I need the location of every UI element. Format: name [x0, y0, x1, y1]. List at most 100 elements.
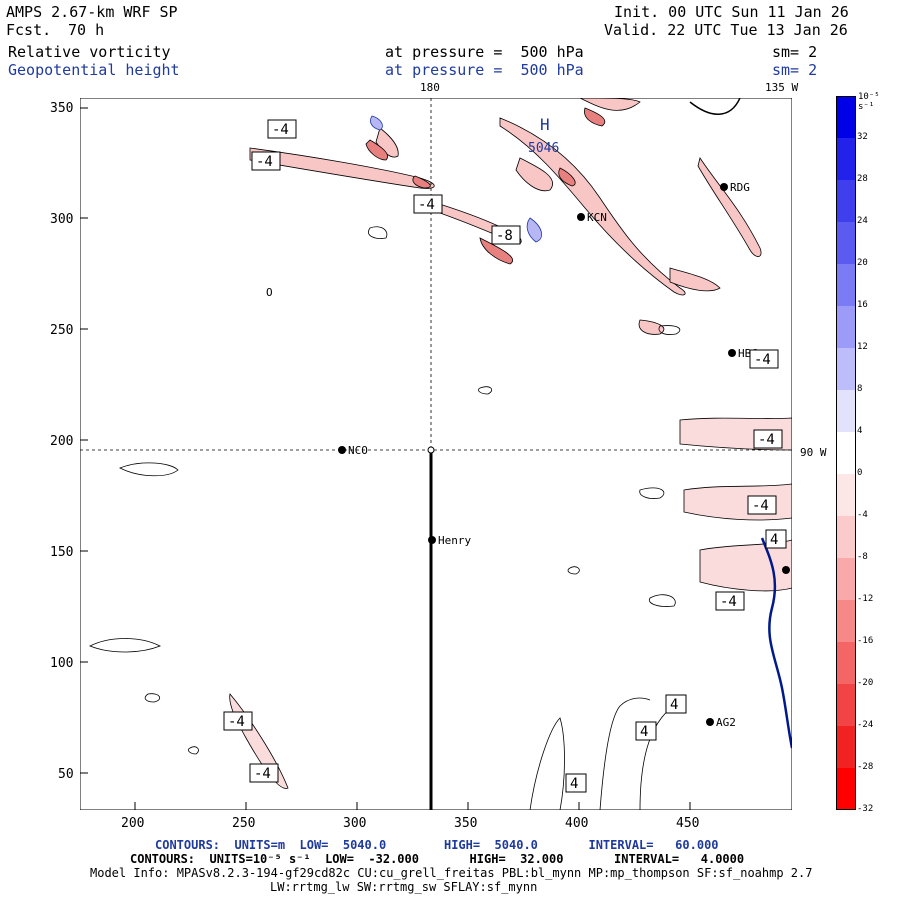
contour-label: 4 — [765, 529, 787, 549]
colorbar-cell — [836, 222, 856, 265]
colorbar-cell — [836, 600, 856, 643]
contour-label: -4 — [753, 429, 783, 449]
colorbar-label: 28 — [857, 174, 868, 184]
field-vorticity: Relative vorticity — [8, 43, 171, 61]
field-geopotential: Geopotential height — [8, 61, 180, 79]
x-tick-300: 300 — [343, 816, 367, 831]
svg-text:4: 4 — [640, 724, 648, 740]
contour-label: -4 — [249, 763, 279, 783]
colorbar-label: -8 — [857, 552, 868, 562]
init-time: Init. 00 UTC Sun 11 Jan 26 — [614, 3, 849, 21]
colorbar-label: 0 — [857, 468, 863, 478]
colorbar-cell — [836, 684, 856, 727]
vorticity-map: NCO Henry KCN RDG HBC AG2 -4 -4 -4 -8 -4… — [80, 98, 792, 810]
footer-model-physics: LW:rrtmg_lw SW:rrtmg_sw SFLAY:sf_mynn — [270, 880, 538, 894]
x-axis-ticks — [134, 802, 691, 810]
x-tick-200: 200 — [121, 816, 145, 831]
lon-label-180: 180 — [420, 81, 440, 94]
colorbar-cell — [836, 138, 856, 181]
contour-label: -4 — [749, 349, 779, 369]
y-tick-150: 150 — [50, 545, 74, 560]
smoothing-2: sm= 2 — [772, 61, 818, 79]
svg-text:-4: -4 — [754, 352, 771, 368]
colorbar-cell — [836, 474, 856, 517]
station-ag2: AG2 — [706, 716, 736, 729]
svg-text:4: 4 — [670, 697, 678, 713]
lon-label-90w: 90 W — [800, 446, 827, 459]
x-tick-400: 400 — [565, 816, 589, 831]
y-axis-ticks — [80, 107, 88, 774]
svg-text:4: 4 — [570, 776, 578, 792]
colorbar-cell — [836, 726, 856, 769]
svg-text:-4: -4 — [256, 154, 273, 170]
station-rdg: RDG — [720, 181, 750, 194]
svg-text:-4: -4 — [272, 122, 289, 138]
colorbar-label: 12 — [857, 342, 868, 352]
svg-text:-4: -4 — [418, 197, 435, 213]
svg-text:-4: -4 — [758, 432, 775, 448]
scattered-contours — [89, 226, 681, 755]
y-tick-100: 100 — [50, 656, 74, 671]
colorbar-label: -24 — [857, 720, 874, 730]
footer-model-info: Model Info: MPASv8.2.3-194-gf29cd82c CU:… — [90, 866, 813, 880]
high-marker: H — [540, 115, 550, 134]
station-nco: NCO — [338, 444, 368, 457]
high-value: 5046 — [528, 141, 559, 156]
colorbar-label: 4 — [857, 426, 863, 436]
colorbar-label: -4 — [857, 510, 868, 520]
valid-time: Valid. 22 UTC Tue 13 Jan 26 — [604, 21, 848, 39]
colorbar-cell — [836, 768, 856, 810]
colorbar-label: -28 — [857, 762, 874, 772]
forecast-label: Fcst. — [6, 21, 52, 39]
y-tick-350: 350 — [50, 101, 74, 116]
svg-text:-4: -4 — [254, 766, 271, 782]
contour-label: 4 — [665, 694, 687, 714]
model-title: AMPS 2.67-km WRF SP — [6, 3, 178, 21]
colorbar-cell — [836, 348, 856, 391]
vorticity-field — [249, 98, 762, 335]
y-tick-200: 200 — [50, 434, 74, 449]
contour-label: -8 — [491, 225, 521, 245]
geopotential-contour — [760, 537, 792, 749]
svg-text:RDG: RDG — [730, 181, 750, 194]
colorbar-cell — [836, 558, 856, 601]
colorbar-label: 16 — [857, 300, 868, 310]
station-east — [782, 566, 790, 574]
y-tick-50: 50 — [58, 767, 74, 782]
colorbar-label: -12 — [857, 594, 874, 604]
colorbar-cell — [836, 642, 856, 685]
contour-label-o: O — [266, 286, 273, 299]
colorbar-label: -20 — [857, 678, 874, 688]
positive-vorticity — [370, 115, 543, 243]
pole-marker — [427, 446, 435, 454]
northeast-contour — [689, 98, 741, 115]
smoothing-1: sm= 2 — [772, 43, 818, 61]
colorbar-cell — [836, 390, 856, 433]
x-tick-450: 450 — [676, 816, 700, 831]
colorbar-label: 20 — [857, 258, 868, 268]
positive-contours — [529, 697, 681, 810]
pressure-level-1: at pressure = 500 hPa — [385, 43, 584, 61]
colorbar-cell — [836, 180, 856, 223]
colorbar-cell — [836, 264, 856, 307]
contour-label: 4 — [635, 721, 657, 741]
y-tick-250: 250 — [50, 323, 74, 338]
contour-label: 4 — [565, 773, 587, 793]
colorbar-label: -32 — [857, 804, 874, 814]
colorbar-label: -16 — [857, 636, 874, 646]
svg-text:-4: -4 — [720, 594, 737, 610]
svg-text:AG2: AG2 — [716, 716, 736, 729]
contour-label: -4 — [251, 151, 281, 171]
contour-label: -4 — [223, 711, 253, 731]
station-kcn: KCN — [577, 211, 607, 224]
y-tick-300: 300 — [50, 212, 74, 227]
svg-text:-8: -8 — [496, 228, 513, 244]
footer-vorticity-contours: CONTOURS: UNITS=10⁻⁵ s⁻¹ LOW= -32.000 HI… — [130, 852, 745, 866]
forecast-hour: 70 h — [68, 21, 105, 39]
colorbar-label: 32 — [857, 132, 868, 142]
contour-label: -4 — [747, 495, 777, 515]
contour-label: -4 — [267, 119, 297, 139]
colorbar-label: 24 — [857, 216, 868, 226]
colorbar-cell — [836, 306, 856, 349]
svg-text:NCO: NCO — [348, 444, 368, 457]
